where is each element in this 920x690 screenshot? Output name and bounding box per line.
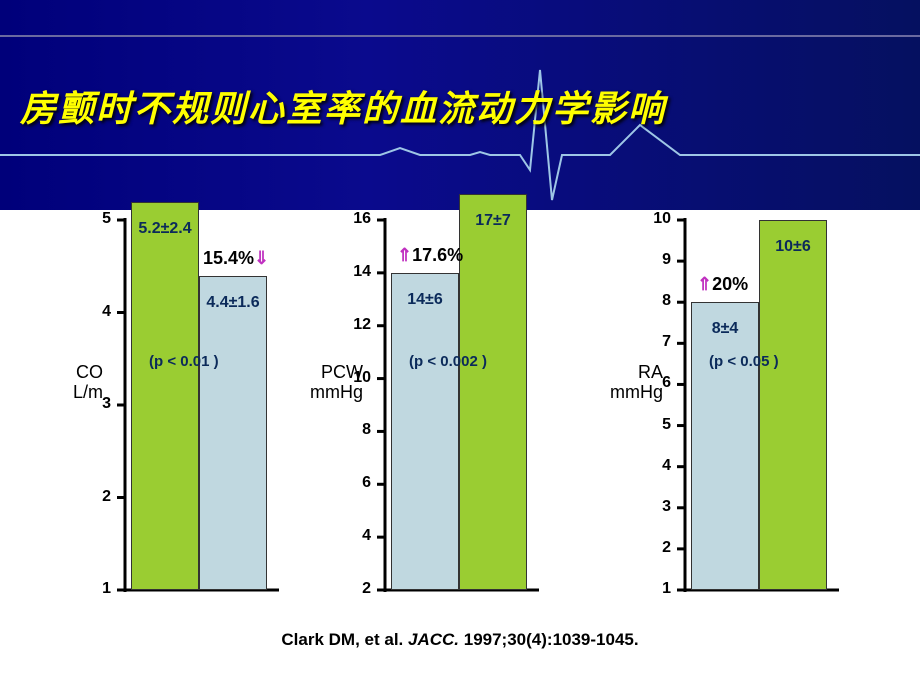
pvalue-label: (p < 0.05 )	[709, 353, 779, 370]
bar-pcw-0	[391, 273, 459, 590]
tick-label: 2	[347, 580, 371, 598]
pvalue-label: (p < 0.01 )	[149, 353, 219, 370]
bar-value-label: 17±7	[459, 212, 527, 230]
bar-co-0	[131, 202, 199, 591]
citation-prefix: Clark DM, et al.	[281, 630, 408, 649]
citation-journal: JACC.	[408, 630, 459, 649]
tick-label: 1	[647, 580, 671, 598]
citation: Clark DM, et al. JACC. 1997;30(4):1039-1…	[0, 630, 920, 650]
bar-co-1	[199, 276, 267, 591]
chart-co: COL/m123455.2±2.44.4±1.615.4%⇓(p < 0.01 …	[45, 215, 325, 595]
bar-value-label: 14±6	[391, 291, 459, 309]
bar-value-label: 5.2±2.4	[131, 220, 199, 238]
charts-area: COL/m123455.2±2.44.4±1.615.4%⇓(p < 0.01 …	[0, 215, 920, 625]
bar-ra-1	[759, 220, 827, 590]
pct-label: 15.4%⇓	[203, 248, 269, 269]
tick-label: 1	[87, 580, 111, 598]
tick-label: 12	[347, 316, 371, 334]
pvalue-label: (p < 0.002 )	[409, 353, 487, 370]
tick-label: 3	[87, 395, 111, 413]
tick-label: 10	[347, 369, 371, 387]
tick-label: 3	[647, 498, 671, 516]
bar-value-label: 10±6	[759, 238, 827, 256]
tick-label: 5	[647, 416, 671, 434]
tick-label: 10	[647, 210, 671, 228]
bar-ra-0	[691, 302, 759, 590]
tick-label: 2	[87, 488, 111, 506]
tick-label: 16	[347, 210, 371, 228]
tick-label: 14	[347, 263, 371, 281]
chart-ra: RAmmHg123456789108±410±6⇑20%(p < 0.05 )	[605, 215, 885, 595]
tick-label: 5	[87, 210, 111, 228]
slide-title: 房颤时不规则心室率的血流动力学影响	[20, 80, 666, 132]
tick-label: 6	[347, 474, 371, 492]
tick-label: 8	[347, 421, 371, 439]
tick-label: 8	[647, 292, 671, 310]
tick-label: 6	[647, 374, 671, 392]
tick-label: 4	[647, 457, 671, 475]
pct-label: ⇑17.6%	[397, 245, 463, 266]
tick-label: 9	[647, 251, 671, 269]
bar-value-label: 4.4±1.6	[199, 294, 267, 312]
tick-label: 7	[647, 333, 671, 351]
bar-value-label: 8±4	[691, 320, 759, 338]
tick-label: 4	[87, 303, 111, 321]
citation-suffix: 1997;30(4):1039-1045.	[459, 630, 639, 649]
slide-header: 房颤时不规则心室率的血流动力学影响	[0, 0, 920, 210]
chart-pcw: PCWmmHg24681012141614±617±7⇑17.6%(p < 0.…	[305, 215, 585, 595]
tick-label: 4	[347, 527, 371, 545]
bar-pcw-1	[459, 194, 527, 590]
tick-label: 2	[647, 539, 671, 557]
pct-label: ⇑20%	[697, 274, 748, 295]
